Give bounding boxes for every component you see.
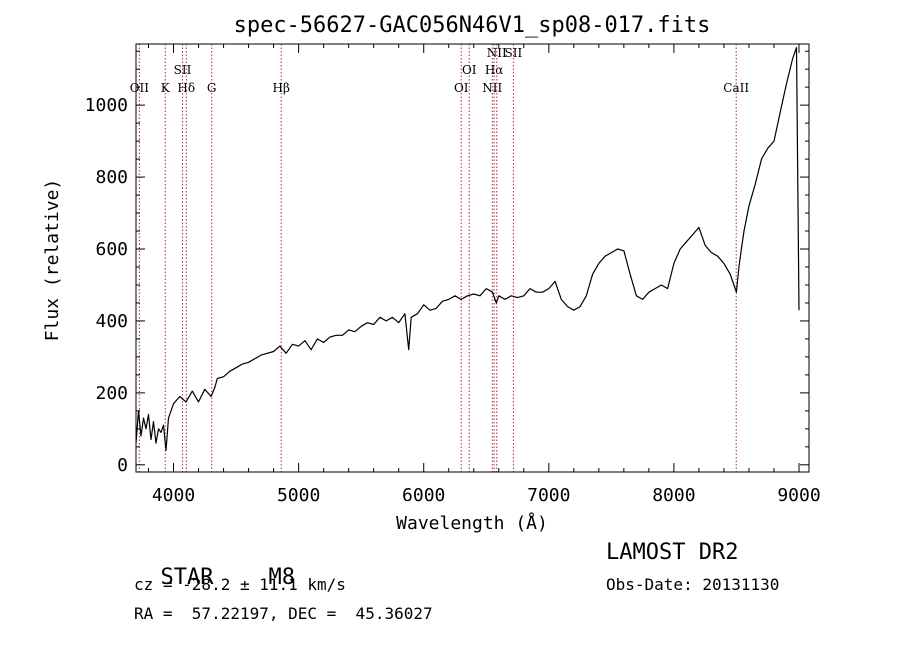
x-axis-label: Wavelength (Å) xyxy=(396,512,548,534)
y-tick-label: 400 xyxy=(95,311,128,332)
line-marker-label: OI xyxy=(462,63,477,77)
chart-title: spec-56627-GAC056N46V1_sp08-017.fits xyxy=(234,13,711,38)
x-tick-label: 5000 xyxy=(277,485,320,506)
class-label: STAR xyxy=(160,565,214,590)
line-marker-label: SII xyxy=(505,46,523,60)
x-axis-ticks: 4000 5000 6000 7000 8000 9000 xyxy=(148,44,821,506)
line-marker-label: OI xyxy=(454,81,469,95)
observation-date: Obs-Date: 20131130 xyxy=(606,575,780,594)
x-tick-label: 4000 xyxy=(152,485,195,506)
line-marker-label: CaII xyxy=(723,81,749,95)
y-axis-ticks: 0 200 400 600 800 1000 xyxy=(85,50,809,476)
redshift-velocity: cz = -28.2 ± 11.1 km/s xyxy=(134,575,346,594)
line-marker-label: Hβ xyxy=(273,81,290,95)
subclass-label: M8 xyxy=(268,565,296,590)
y-tick-label: 200 xyxy=(95,383,128,404)
y-tick-label: 800 xyxy=(95,167,128,188)
coordinates: RA = 57.22197, DEC = 45.36027 xyxy=(134,604,433,623)
object-subclass: M8 xyxy=(242,540,296,590)
y-axis-label: Flux (relative) xyxy=(42,179,63,342)
plot-frame xyxy=(135,43,810,473)
y-tick-label: 600 xyxy=(95,239,128,260)
survey-name: LAMOST DR2 xyxy=(606,540,739,565)
y-tick-label: 1000 xyxy=(85,95,128,116)
line-marker-label: OII xyxy=(130,81,150,95)
line-marker-label: G xyxy=(207,81,217,95)
spectrum-line xyxy=(135,46,800,451)
line-marker-label: NII xyxy=(482,81,502,95)
x-tick-label: 6000 xyxy=(402,485,445,506)
spectrum-series xyxy=(135,46,800,451)
object-class: STAR xyxy=(134,540,214,590)
line-marker-label: SII xyxy=(174,63,192,77)
y-tick-label: 0 xyxy=(117,455,128,476)
line-marker-label: NII xyxy=(487,46,507,60)
line-marker-label: K xyxy=(161,81,171,95)
x-tick-label: 9000 xyxy=(777,485,820,506)
x-tick-label: 7000 xyxy=(527,485,570,506)
x-tick-label: 8000 xyxy=(652,485,695,506)
line-marker-label: Hδ xyxy=(177,81,195,95)
line-marker-label: Hα xyxy=(485,63,504,77)
